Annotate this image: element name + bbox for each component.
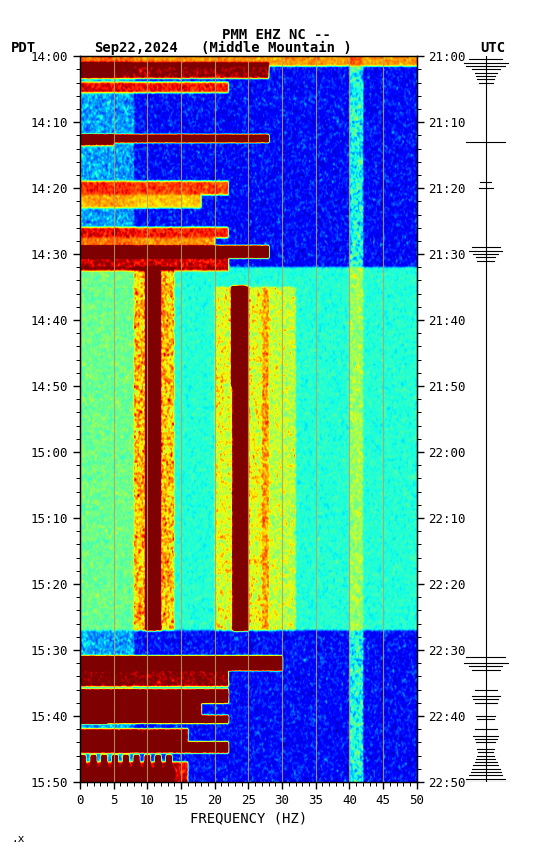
- Text: PMM EHZ NC --: PMM EHZ NC --: [221, 28, 331, 41]
- X-axis label: FREQUENCY (HZ): FREQUENCY (HZ): [190, 811, 307, 825]
- Text: PDT: PDT: [11, 41, 36, 55]
- Text: UTC: UTC: [480, 41, 506, 55]
- Text: Sep22,2024: Sep22,2024: [94, 41, 178, 55]
- Text: .x: .x: [11, 835, 24, 844]
- Text: (Middle Mountain ): (Middle Mountain ): [200, 41, 352, 55]
